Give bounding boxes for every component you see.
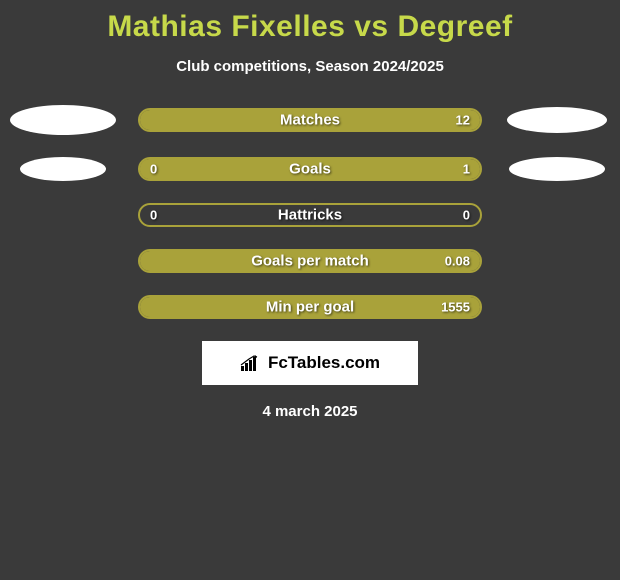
stat-row: 1555 Min per goal bbox=[0, 295, 620, 319]
subtitle: Club competitions, Season 2024/2025 bbox=[0, 58, 620, 75]
stat-label: Hattricks bbox=[278, 207, 342, 224]
date-label: 4 march 2025 bbox=[0, 403, 620, 420]
stat-bar: 12 Matches bbox=[138, 108, 482, 132]
left-player-marker-slot bbox=[6, 157, 120, 181]
logo-box: FcTables.com bbox=[202, 341, 418, 385]
stat-row: 12 Matches bbox=[0, 105, 620, 135]
stat-value-right: 1 bbox=[463, 162, 470, 177]
right-player-marker bbox=[509, 157, 605, 181]
page-title: Mathias Fixelles vs Degreef bbox=[0, 10, 620, 44]
right-player-marker-slot bbox=[500, 107, 614, 133]
stat-rows: 12 Matches 0 1 Goals 0 0 Hattricks 0.08 Goals per… bbox=[0, 105, 620, 319]
stat-label: Goals bbox=[289, 161, 331, 178]
stat-bar: 0 1 Goals bbox=[138, 157, 482, 181]
stat-value-left: 0 bbox=[150, 208, 157, 223]
stat-label: Matches bbox=[280, 112, 340, 129]
stat-label: Goals per match bbox=[251, 253, 369, 270]
left-player-marker bbox=[10, 105, 116, 135]
left-player-marker bbox=[20, 157, 106, 181]
comparison-infographic: Mathias Fixelles vs Degreef Club competi… bbox=[0, 0, 620, 420]
stat-row: 0.08 Goals per match bbox=[0, 249, 620, 273]
left-player-marker-slot bbox=[6, 105, 120, 135]
right-player-marker bbox=[507, 107, 607, 133]
stat-label: Min per goal bbox=[266, 299, 354, 316]
logo-text: FcTables.com bbox=[268, 353, 380, 373]
stat-value-right: 12 bbox=[456, 113, 470, 128]
stat-bar: 1555 Min per goal bbox=[138, 295, 482, 319]
stat-value-left: 0 bbox=[150, 162, 157, 177]
stat-value-right: 0 bbox=[463, 208, 470, 223]
stat-bar: 0.08 Goals per match bbox=[138, 249, 482, 273]
bar-chart-icon bbox=[240, 354, 262, 372]
stat-value-right: 0.08 bbox=[445, 254, 470, 269]
stat-row: 0 1 Goals bbox=[0, 157, 620, 181]
stat-value-right: 1555 bbox=[441, 300, 470, 315]
stat-bar: 0 0 Hattricks bbox=[138, 203, 482, 227]
stat-row: 0 0 Hattricks bbox=[0, 203, 620, 227]
right-player-marker-slot bbox=[500, 157, 614, 181]
